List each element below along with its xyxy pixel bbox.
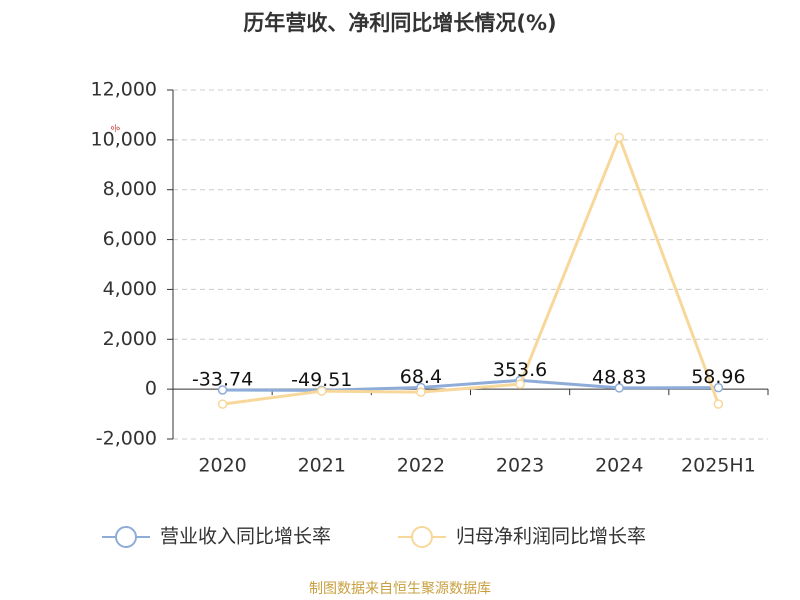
y-tick-label: 4,000	[103, 278, 157, 300]
x-tick-label: 2023	[496, 455, 544, 477]
series-line	[222, 133, 720, 406]
data-label: 353.6	[493, 359, 547, 381]
y-tick-label: 2,000	[103, 328, 157, 350]
data-point	[713, 382, 724, 393]
data-label: 48.83	[592, 366, 646, 388]
y-tick-label: 0	[145, 378, 157, 400]
data-point	[416, 387, 426, 397]
x-tick-label: 2024	[595, 455, 643, 477]
y-tick-label: 8,000	[103, 178, 157, 200]
y-tick-label: 12,000	[91, 79, 157, 101]
data-label: -33.74	[192, 368, 253, 390]
y-tick-label: 10,000	[91, 128, 157, 150]
x-tick-label: 2025H1	[681, 455, 756, 477]
data-point	[217, 385, 228, 395]
legend-marker	[115, 526, 137, 548]
data-point	[317, 386, 327, 396]
y-tick-label: 6,000	[103, 228, 157, 250]
data-point	[614, 132, 624, 143]
data-point	[515, 379, 525, 389]
legend-marker	[411, 526, 433, 548]
legend-label: 归母净利润同比增长率	[456, 526, 646, 548]
data-label: 58.96	[691, 366, 745, 388]
data-label: -49.51	[291, 369, 352, 391]
series-line	[222, 378, 719, 392]
x-tick-label: 2020	[198, 455, 246, 477]
x-tick-label: 2022	[397, 455, 445, 477]
source-note: 制图数据来自恒生聚源数据库	[309, 581, 491, 597]
y-tick-label: -2,000	[96, 428, 157, 450]
legend-label: 营业收入同比增长率	[160, 526, 331, 548]
data-point	[614, 383, 624, 393]
data-label: 68.4	[400, 366, 442, 388]
data-point	[713, 399, 724, 409]
x-tick-label: 2021	[298, 455, 346, 477]
chart-title: 历年营收、净利同比增长情况(%)	[243, 11, 556, 35]
data-point	[217, 399, 228, 409]
